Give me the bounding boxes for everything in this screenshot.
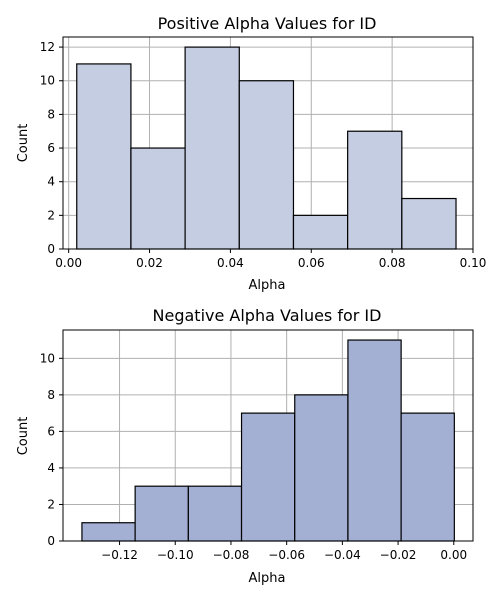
y-tick-label: 12 xyxy=(40,40,55,54)
histogram-bar xyxy=(81,522,136,542)
y-tick-label: 0 xyxy=(47,242,55,256)
bars xyxy=(76,46,457,250)
positive-alpha-chart: Positive Alpha Values for ID 0.00 0.02 0.0… xyxy=(16,14,486,293)
x-tick-label: 0.00 xyxy=(55,256,82,270)
y-tick-label: 2 xyxy=(47,497,55,511)
y-tick-label: 10 xyxy=(40,74,55,88)
histogram-bar xyxy=(238,80,295,250)
x-tick-label: −0.02 xyxy=(380,548,417,562)
x-tick-label: −0.04 xyxy=(324,548,361,562)
x-tick-label: 0.06 xyxy=(298,256,325,270)
y-axis-label: Count xyxy=(16,417,31,456)
y-tick-label: 8 xyxy=(47,107,55,121)
x-tick-label: 0.00 xyxy=(440,548,467,562)
histogram-bar xyxy=(240,412,296,542)
y-tick-label: 6 xyxy=(47,141,55,155)
x-tick-label: 0.08 xyxy=(379,256,406,270)
histogram-bar xyxy=(184,46,240,250)
chart-title: Positive Alpha Values for ID xyxy=(158,14,377,33)
histogram-bar xyxy=(400,412,455,542)
x-axis-label: Alpha xyxy=(249,571,286,586)
x-axis-label: Alpha xyxy=(249,278,286,293)
histogram-bar xyxy=(294,394,349,542)
histogram-bar xyxy=(347,130,403,250)
histogram-bar xyxy=(347,339,402,542)
x-tick-label: 0.10 xyxy=(460,256,487,270)
x-tick-label: −0.08 xyxy=(213,548,250,562)
histogram-bar xyxy=(130,147,186,250)
chart-title: Negative Alpha Values for ID xyxy=(153,306,382,325)
plot-frame xyxy=(62,36,474,250)
histogram-bar xyxy=(187,485,243,542)
y-tick-label: 10 xyxy=(40,351,55,365)
y-tick-label: 8 xyxy=(47,388,55,402)
bars xyxy=(81,339,455,542)
y-axis-label: Count xyxy=(16,124,31,163)
y-tick-label: 4 xyxy=(47,175,55,189)
plot-frame xyxy=(62,329,474,542)
negative-alpha-chart: Negative Alpha Values for ID −0.12 −0.10−… xyxy=(16,306,474,586)
x-ticks: 0.00 0.02 0.04 0.06 0.08 0.10 xyxy=(55,249,486,270)
y-tick-label: 0 xyxy=(47,534,55,548)
x-tick-label: 0.02 xyxy=(136,256,163,270)
x-ticks: −0.12 −0.10 −0.08 −0.06 −0.04 −0.02 0.00 xyxy=(101,541,467,562)
y-ticks: 0 2 4 6 8 10 12 xyxy=(40,40,63,256)
y-ticks: 0 2 4 6 8 10 xyxy=(40,351,63,548)
y-tick-label: 6 xyxy=(47,424,55,438)
x-tick-label: 0.04 xyxy=(217,256,244,270)
x-tick-label: −0.12 xyxy=(101,548,138,562)
histogram-bar xyxy=(134,485,189,542)
histogram-bar xyxy=(292,214,349,250)
histogram-bar xyxy=(76,63,132,250)
y-tick-label: 4 xyxy=(47,461,55,475)
x-tick-label: −0.06 xyxy=(268,548,305,562)
x-tick-label: −0.10 xyxy=(157,548,194,562)
histogram-bar xyxy=(401,197,457,250)
y-tick-label: 2 xyxy=(47,208,55,222)
